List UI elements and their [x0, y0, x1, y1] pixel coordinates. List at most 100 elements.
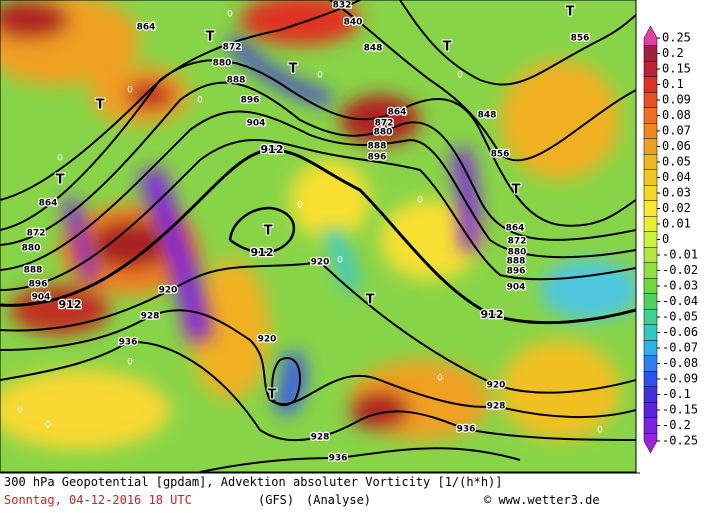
low-marker: T: [96, 98, 105, 113]
zero-label: 0: [57, 154, 63, 164]
low-marker: T: [512, 183, 521, 198]
low-marker: T: [443, 40, 452, 55]
contour-label: 880: [374, 128, 393, 138]
contour-label: 896: [507, 267, 526, 277]
legend-label: 0.2: [662, 46, 684, 60]
contour-label: 872: [375, 119, 394, 129]
contour-label: 920: [258, 335, 277, 345]
contour-label: 880: [213, 59, 232, 69]
legend-label: -0.07: [662, 341, 698, 355]
low-marker: T: [366, 293, 375, 308]
contour-label: 904: [507, 283, 526, 293]
low-marker: T: [268, 388, 277, 403]
contour-label: 856: [491, 150, 510, 160]
zero-label: 0: [337, 256, 343, 266]
zero-label: 0: [457, 71, 463, 81]
contour-label: 928: [141, 312, 160, 322]
contours: [0, 0, 636, 472]
legend-arrow: [643, 433, 658, 454]
legend-swatch: [643, 216, 658, 232]
legend-label: 0.09: [662, 93, 691, 107]
contour-label: 920: [487, 381, 506, 391]
contour-label: 936: [457, 425, 476, 435]
legend-swatch: [643, 169, 658, 186]
date: Sonntag, 04-12-2016 18 UTC: [4, 493, 192, 507]
contour-label: 872: [27, 229, 46, 239]
legend-swatch: [643, 76, 658, 93]
legend-label: 0.01: [662, 217, 691, 231]
legend-swatch: [643, 340, 658, 356]
zero-label: 0: [417, 196, 423, 206]
contour-label: 864: [137, 23, 156, 33]
zero-label: 0: [127, 86, 133, 96]
contour-label: 912: [251, 246, 274, 259]
legend-label: -0.05: [662, 310, 698, 324]
zero-label: 0: [437, 374, 443, 384]
legend-swatch: [643, 386, 658, 403]
legend-swatch: [643, 138, 658, 155]
legend-swatch: [643, 247, 658, 263]
contour-label: 864: [39, 199, 58, 209]
legend-label: 0.15: [662, 62, 691, 76]
contour-label: 888: [368, 142, 387, 152]
contour-label: 912: [261, 143, 284, 156]
contour-label: 864: [388, 108, 407, 118]
low-marker: T: [264, 224, 273, 239]
legend-swatch: [643, 185, 658, 201]
legend-label: -0.06: [662, 325, 698, 339]
caption: 300 hPa Geopotential [gpdam], Advektion …: [4, 475, 503, 489]
legend-swatch: [643, 231, 658, 248]
contour-label: 872: [508, 237, 527, 247]
zero-label: 0: [227, 10, 233, 20]
low-marker: T: [56, 173, 65, 188]
legend-label: 0.08: [662, 108, 691, 122]
legend-swatch: [643, 262, 658, 279]
contour-label: 904: [32, 293, 51, 303]
contour-label: 896: [368, 153, 387, 163]
legend-label: 0.03: [662, 186, 691, 200]
legend-swatch: [643, 417, 658, 434]
legend-label: 0.05: [662, 155, 691, 169]
legend-label: -0.15: [662, 403, 698, 417]
color-legend: 0.250.2 0.150.1 0.090.08 0.070.06 0.050.04 0.…: [643, 25, 698, 454]
contour-label: 912: [481, 308, 504, 321]
low-marker: T: [289, 62, 298, 77]
contour-label: 888: [24, 266, 43, 276]
zero-label: 0: [317, 71, 323, 81]
legend-label: -0.2: [662, 418, 691, 432]
legend-swatch: [643, 402, 658, 418]
contour-label: 872: [223, 43, 242, 53]
legend-label: -0.04: [662, 294, 698, 308]
legend-label: 0.06: [662, 139, 691, 153]
legend-label: -0.1: [662, 387, 691, 401]
contour-label: 880: [22, 244, 41, 254]
legend-swatch: [643, 123, 658, 139]
contour-label: 896: [241, 96, 260, 106]
legend-swatch: [643, 154, 658, 170]
legend-label: -0.08: [662, 356, 698, 370]
legend-label: -0.09: [662, 372, 698, 386]
zero-label: 0: [597, 426, 603, 436]
legend-swatch: [643, 200, 658, 217]
contour-label: 936: [119, 338, 138, 348]
credit: © www.wetter3.de: [484, 493, 600, 507]
contour-label: 920: [311, 258, 330, 268]
contour-label: 904: [247, 119, 266, 129]
contour-label: 880: [508, 248, 527, 258]
legend-swatch: [643, 355, 658, 372]
run: (Analyse): [306, 493, 371, 507]
legend-label: 0.1: [662, 77, 684, 91]
zero-label: 0: [45, 421, 51, 431]
legend-label: -0.25: [662, 434, 698, 448]
zero-label: 0: [197, 96, 203, 106]
contour-label: 928: [487, 402, 506, 412]
model: (GFS): [258, 493, 294, 507]
legend-swatch: [643, 324, 658, 341]
zero-label: 0: [127, 358, 133, 368]
contour-label: 856: [571, 34, 590, 44]
map-field: 8648728808888969049128328408488568488568…: [0, 0, 636, 472]
zero-label: 0: [17, 406, 23, 416]
contour-label: 888: [507, 257, 526, 267]
